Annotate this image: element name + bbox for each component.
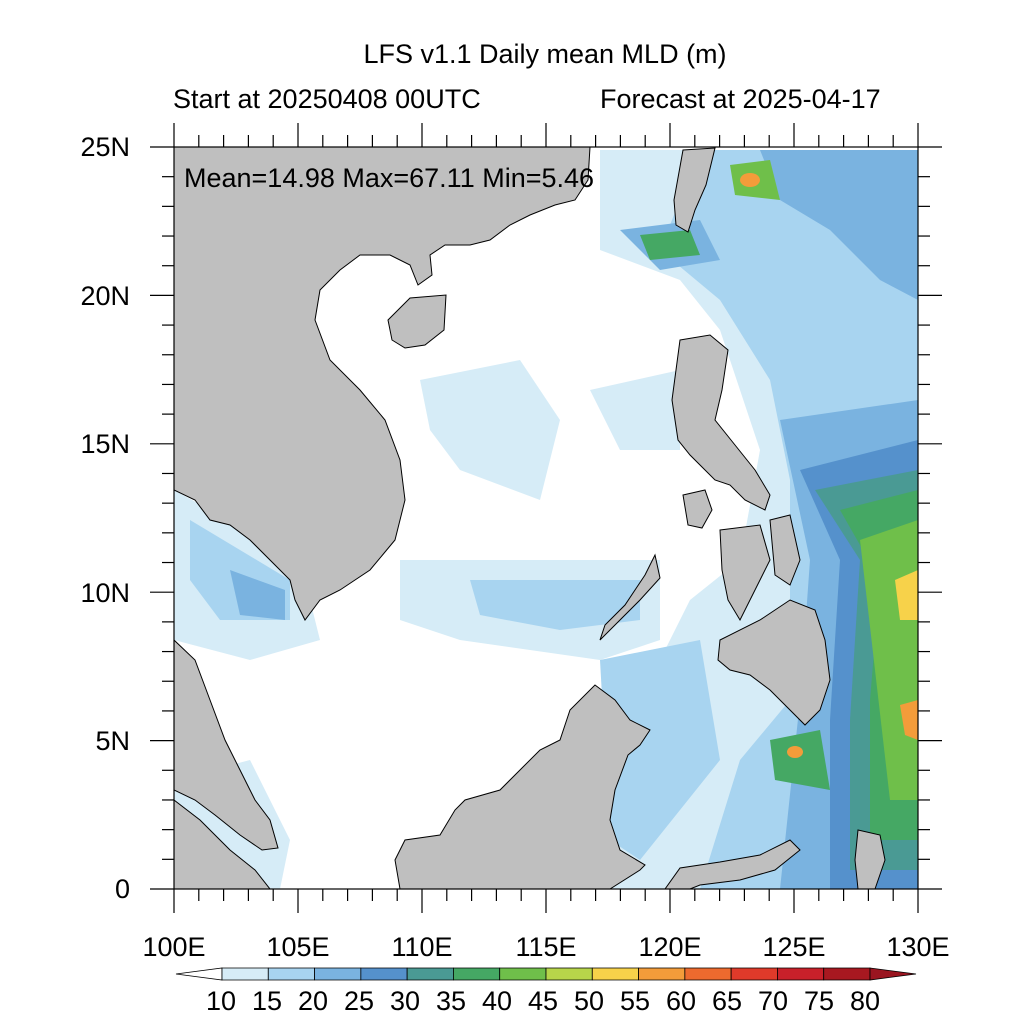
colorbar-label: 40 [481,986,513,1016]
colorbar-label: 35 [435,986,467,1016]
colorbar-swatch [175,967,223,981]
y-tick-label: 20N [80,281,130,311]
x-tick-label: 105E [266,932,330,962]
colorbar-swatch [823,967,871,981]
colorbar-label: 10 [205,986,237,1016]
colorbar-label: 70 [757,986,789,1016]
y-tick-label: 10N [80,578,130,608]
colorbar-label: 80 [849,986,881,1016]
chart-title: LFS v1.1 Daily mean MLD (m) [363,39,727,69]
y-tick-label: 15N [80,429,130,459]
x-tick-label: 115E [515,932,577,962]
colorbar-label: 55 [619,986,651,1016]
x-tick-label: 100E [142,932,206,962]
left-subtitle: Start at 20250408 00UTC [173,84,481,114]
y-tick-label: 5N [95,726,130,756]
colorbar-label: 60 [665,986,697,1016]
y-tick-label: 0 [114,874,130,904]
colorbar-swatch [684,967,732,981]
colorbar [175,967,917,981]
colorbar-swatch [730,967,778,981]
colorbar-swatch [638,967,686,981]
colorbar-swatch [453,967,501,981]
colorbar-swatch [591,967,639,981]
colorbar-swatch [267,967,315,981]
colorbar-swatch [406,967,454,981]
colorbar-label: 15 [251,986,283,1016]
y-tick-label: 25N [80,132,130,162]
x-tick-label: 110E [391,932,453,962]
colorbar-swatch [314,967,362,981]
colorbar-swatch [777,967,825,981]
colorbar-swatch [545,967,593,981]
x-tick-label: 125E [762,932,826,962]
land [174,147,886,889]
x-tick-label: 120E [638,932,702,962]
colorbar-swatch [360,967,408,981]
right-subtitle: Forecast at 2025-04-17 [600,84,881,114]
colorbar-label: 25 [343,986,375,1016]
x-tick-label: 130E [886,932,950,962]
colorbar-swatch [499,967,547,981]
colorbar-label: 65 [711,986,743,1016]
colorbar-swatch [869,967,917,981]
colorbar-label: 30 [389,986,421,1016]
colorbar-swatch [221,967,269,981]
colorbar-label: 50 [573,986,605,1016]
mld-field [174,150,918,889]
colorbar-label: 45 [527,986,559,1016]
stats-label: Mean=14.98 Max=67.11 Min=5.46 [184,163,595,193]
colorbar-label: 20 [297,986,329,1016]
colorbar-label: 75 [803,986,835,1016]
